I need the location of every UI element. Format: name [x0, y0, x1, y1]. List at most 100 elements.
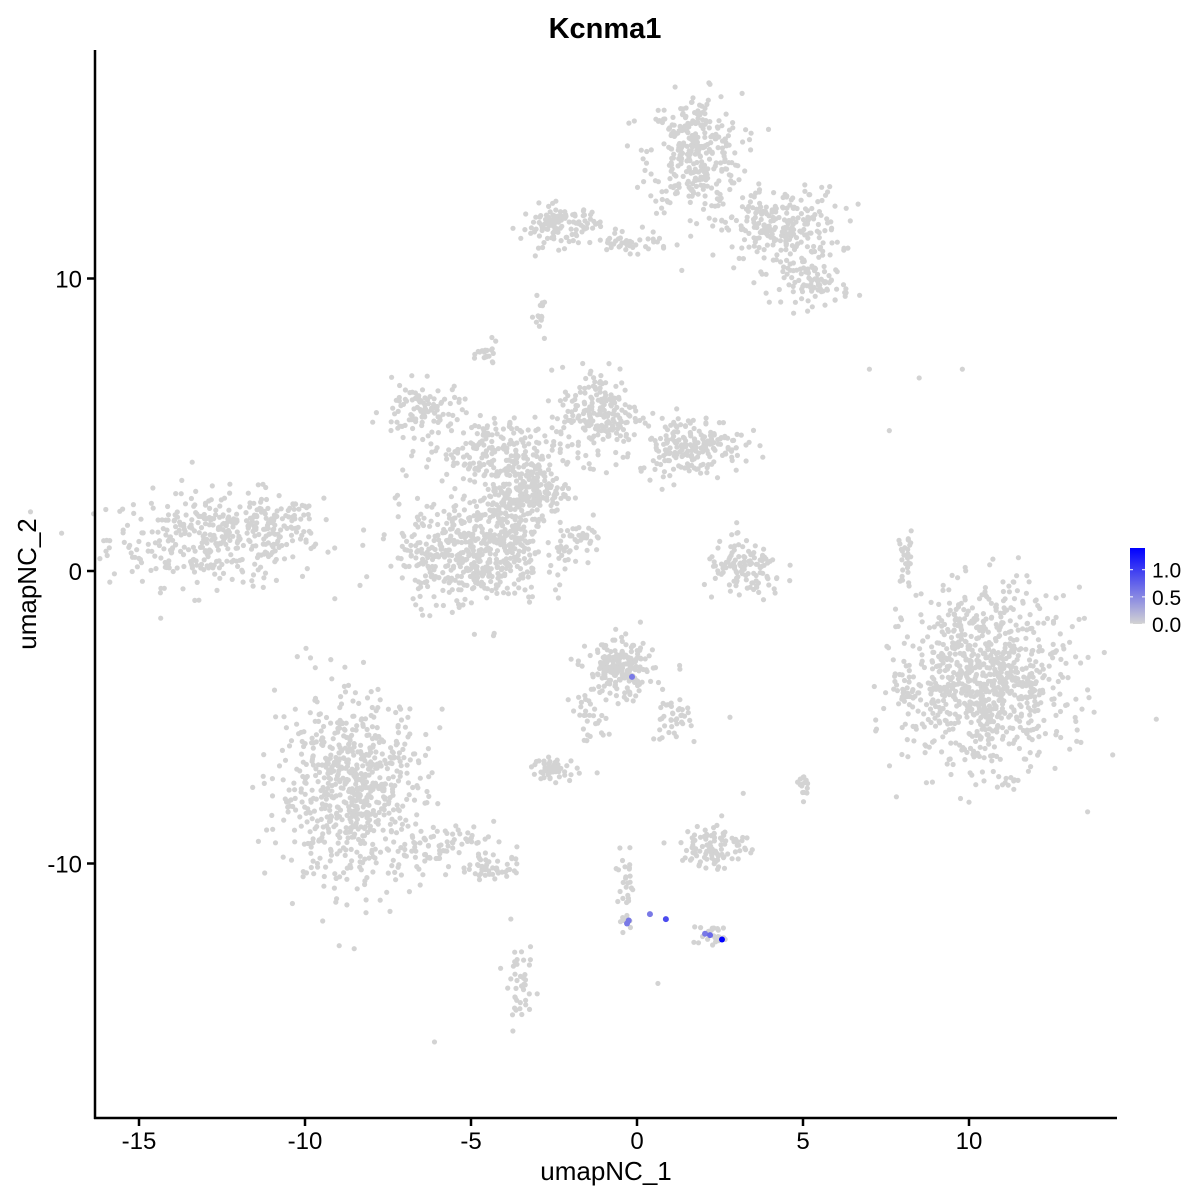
cell-point: [433, 553, 439, 560]
cell-point: [393, 397, 399, 403]
cell-point: [611, 419, 617, 425]
cell-point: [310, 840, 316, 846]
cell-point: [371, 811, 377, 817]
cell-point: [402, 387, 408, 393]
cell-point: [571, 708, 577, 714]
cell-point: [963, 692, 969, 698]
cell-point: [503, 556, 509, 562]
cell-point: [471, 513, 477, 519]
cell-point: [1040, 666, 1046, 672]
cell-point: [321, 723, 327, 730]
cell-point: [458, 533, 464, 540]
cell-point: [935, 698, 941, 704]
cell-point: [369, 724, 375, 730]
cell-point: [941, 632, 947, 638]
cell-point: [548, 483, 554, 489]
cell-point: [165, 503, 171, 510]
cell-point: [401, 755, 407, 761]
cell-point: [442, 529, 448, 536]
cell-point: [1020, 727, 1026, 734]
cell-point: [247, 538, 253, 545]
cell-point: [435, 419, 441, 425]
cell-point: [448, 494, 454, 500]
cell-point: [542, 495, 548, 501]
cell-point: [1023, 635, 1029, 641]
cell-point: [584, 718, 590, 724]
cell-point: [710, 223, 716, 229]
cell-point: [207, 505, 213, 511]
cell-point: [484, 347, 490, 353]
cell-point: [993, 703, 999, 709]
cell-point: [575, 450, 581, 456]
cell-point: [497, 538, 503, 544]
cell-point: [931, 738, 937, 744]
cell-point: [443, 872, 449, 878]
cell-point: [982, 589, 988, 595]
cell-point: [221, 495, 228, 501]
cell-point: [471, 631, 477, 637]
cell-point: [341, 683, 347, 690]
cell-point: [493, 556, 500, 562]
cell-point: [327, 803, 333, 809]
cell-point: [444, 456, 450, 462]
cell-point: [138, 516, 144, 522]
cell-point: [442, 396, 448, 402]
cell-point: [290, 554, 296, 560]
cell-point: [810, 214, 817, 220]
cell-point: [303, 645, 309, 651]
cell-point: [636, 688, 642, 694]
cell-point: [899, 557, 905, 563]
cell-point: [250, 784, 256, 791]
cell-point: [521, 549, 527, 555]
cell-point: [1004, 674, 1011, 680]
cell-point: [410, 596, 416, 602]
cell-point: [930, 710, 936, 716]
cell-point: [337, 777, 343, 783]
cell-point: [901, 677, 908, 684]
cell-point: [250, 572, 257, 578]
cell-point: [733, 217, 740, 224]
cell-point: [165, 512, 172, 518]
cell-point: [409, 373, 415, 379]
cell-point: [482, 850, 488, 856]
cell-point: [400, 746, 406, 753]
cell-point: [815, 221, 822, 228]
cell-point: [648, 171, 654, 177]
cell-point: [598, 663, 605, 669]
cell-point: [196, 597, 202, 603]
cell-point: [1010, 725, 1016, 732]
cell-point: [289, 900, 295, 907]
cell-point: [148, 567, 154, 574]
cell-point: [821, 263, 827, 270]
cell-point: [553, 475, 560, 482]
cell-point: [594, 547, 600, 553]
cell-point: [460, 496, 466, 502]
cell-point: [986, 703, 993, 709]
cell-point: [453, 823, 459, 829]
cell-point: [908, 528, 914, 534]
cell-point: [587, 466, 593, 472]
cell-point: [332, 871, 338, 877]
cell-point: [489, 334, 495, 341]
cell-point: [679, 719, 685, 725]
cell-point: [748, 130, 754, 136]
cell-point: [743, 577, 749, 583]
cell-point: [734, 520, 740, 526]
cell-point: [758, 269, 764, 275]
cell-point: [345, 757, 351, 763]
cell-point: [639, 224, 646, 230]
cell-point: [111, 571, 117, 577]
cell-point: [969, 605, 976, 611]
cell-point: [584, 220, 591, 227]
cell-point: [796, 277, 802, 283]
cell-point: [452, 394, 458, 400]
cell-point: [414, 812, 420, 818]
cell-point: [414, 549, 420, 555]
cell-point: [653, 441, 659, 448]
cell-point: [615, 701, 621, 707]
cell-point: [216, 524, 222, 530]
cell-point: [750, 205, 756, 211]
cell-point: [1078, 660, 1084, 666]
cell-point: [590, 713, 597, 719]
cell-point: [446, 447, 452, 453]
